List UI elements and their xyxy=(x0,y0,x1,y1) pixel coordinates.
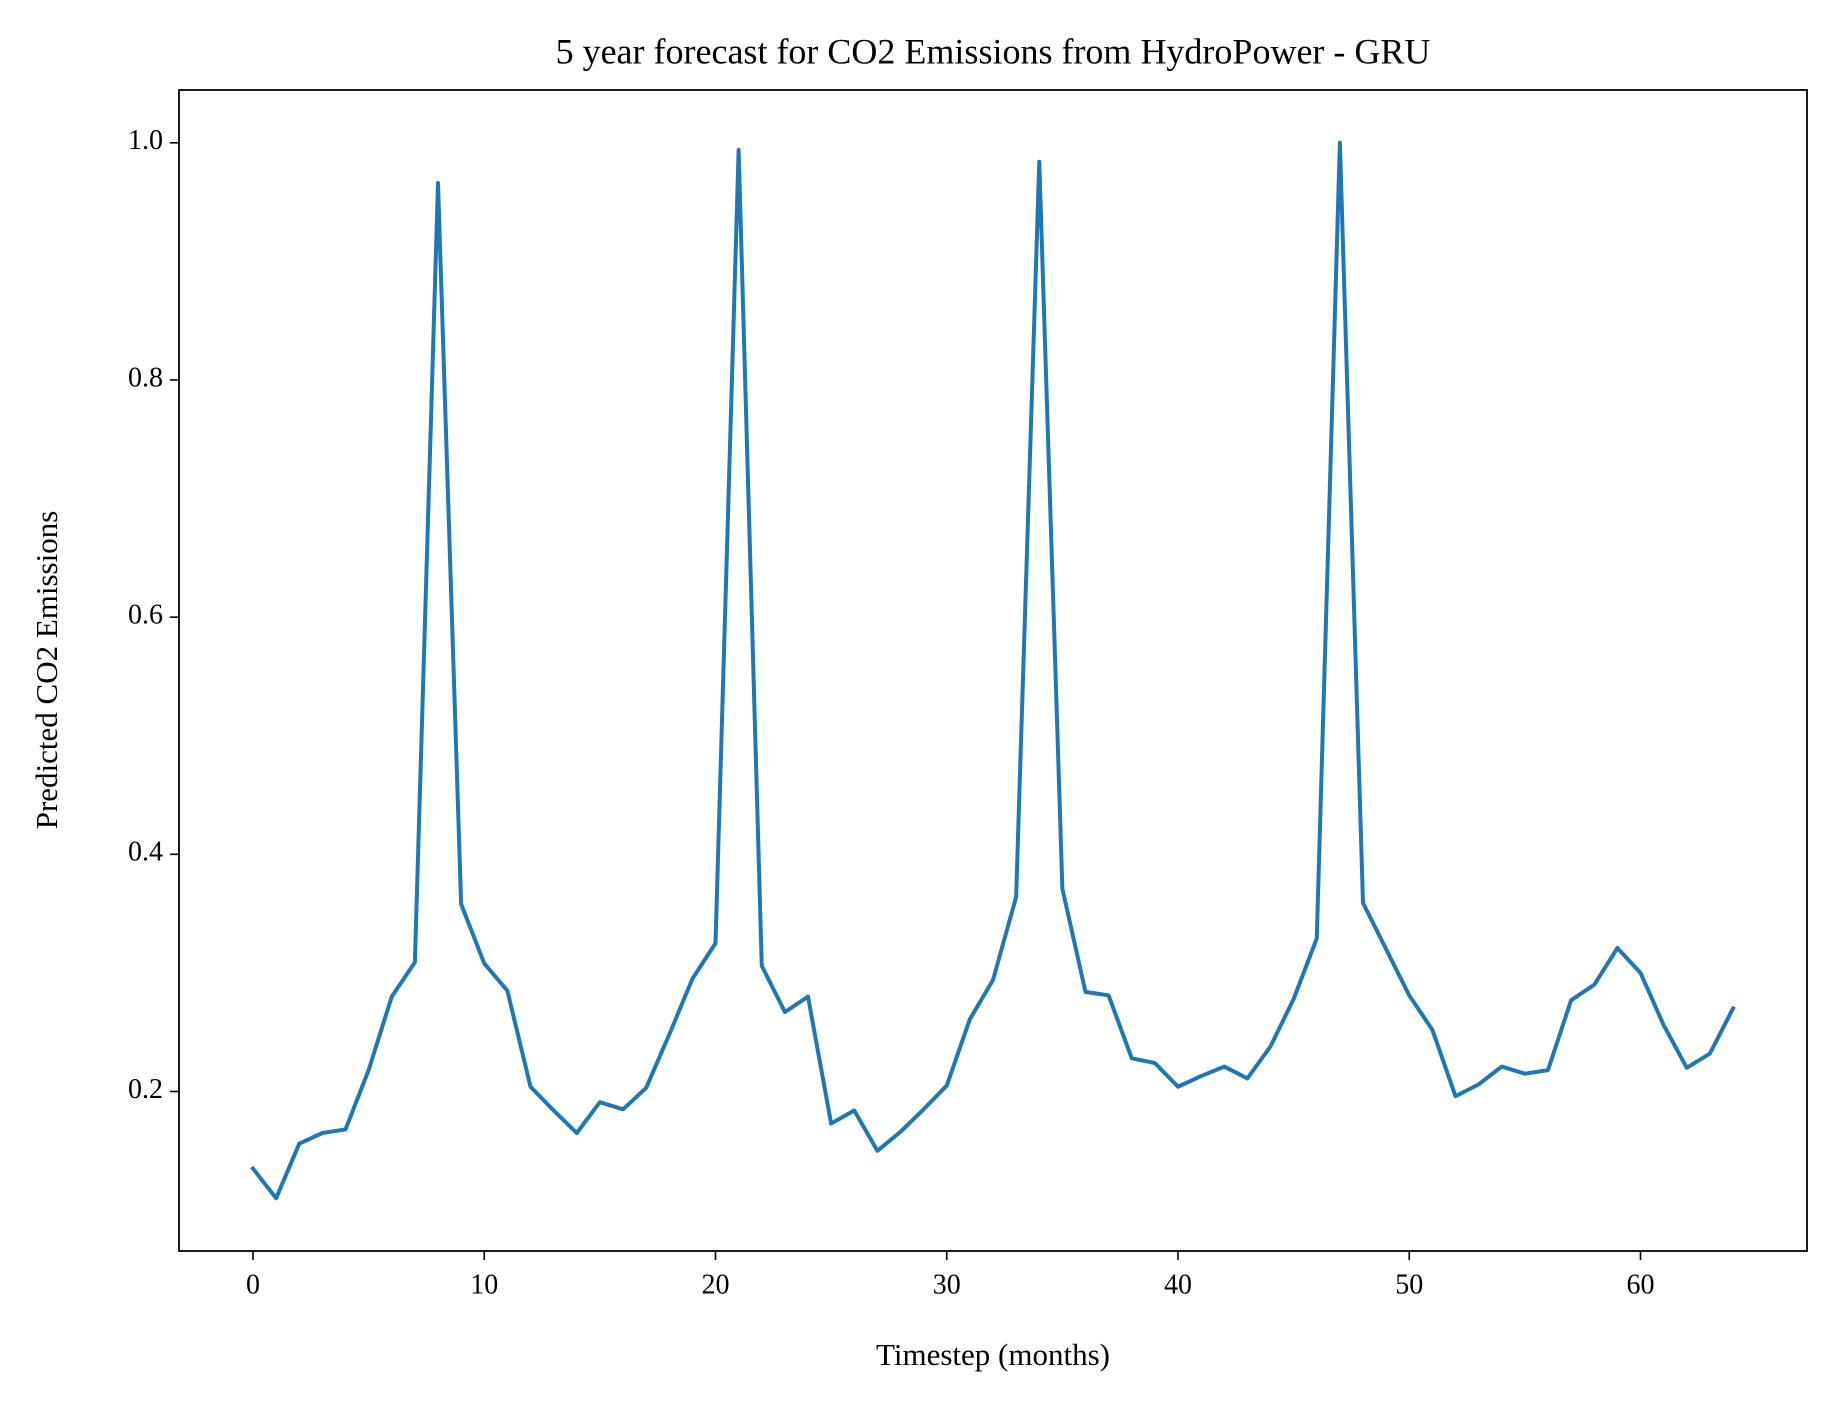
x-tick-label: 0 xyxy=(246,1269,260,1300)
chart-title: 5 year forecast for CO2 Emissions from H… xyxy=(556,31,1431,71)
x-tick-label: 10 xyxy=(470,1269,498,1300)
y-tick-label: 0.6 xyxy=(128,600,163,631)
y-axis-label: Predicted CO2 Emissions xyxy=(29,511,64,830)
x-axis-label: Timestep (months) xyxy=(876,1337,1110,1372)
plot-frame xyxy=(178,89,1808,1252)
y-tick-label: 0.4 xyxy=(128,837,163,868)
y-tick-label: 1.0 xyxy=(128,125,163,156)
x-tick-label: 50 xyxy=(1395,1269,1423,1300)
y-tick-label: 0.8 xyxy=(128,362,163,393)
y-tick-label: 0.2 xyxy=(128,1074,163,1105)
x-tick-label: 60 xyxy=(1627,1269,1655,1300)
line-series xyxy=(250,140,1736,1201)
x-tick-label: 40 xyxy=(1164,1269,1192,1300)
x-tick-label: 20 xyxy=(702,1269,730,1300)
x-tick-label: 30 xyxy=(933,1269,961,1300)
